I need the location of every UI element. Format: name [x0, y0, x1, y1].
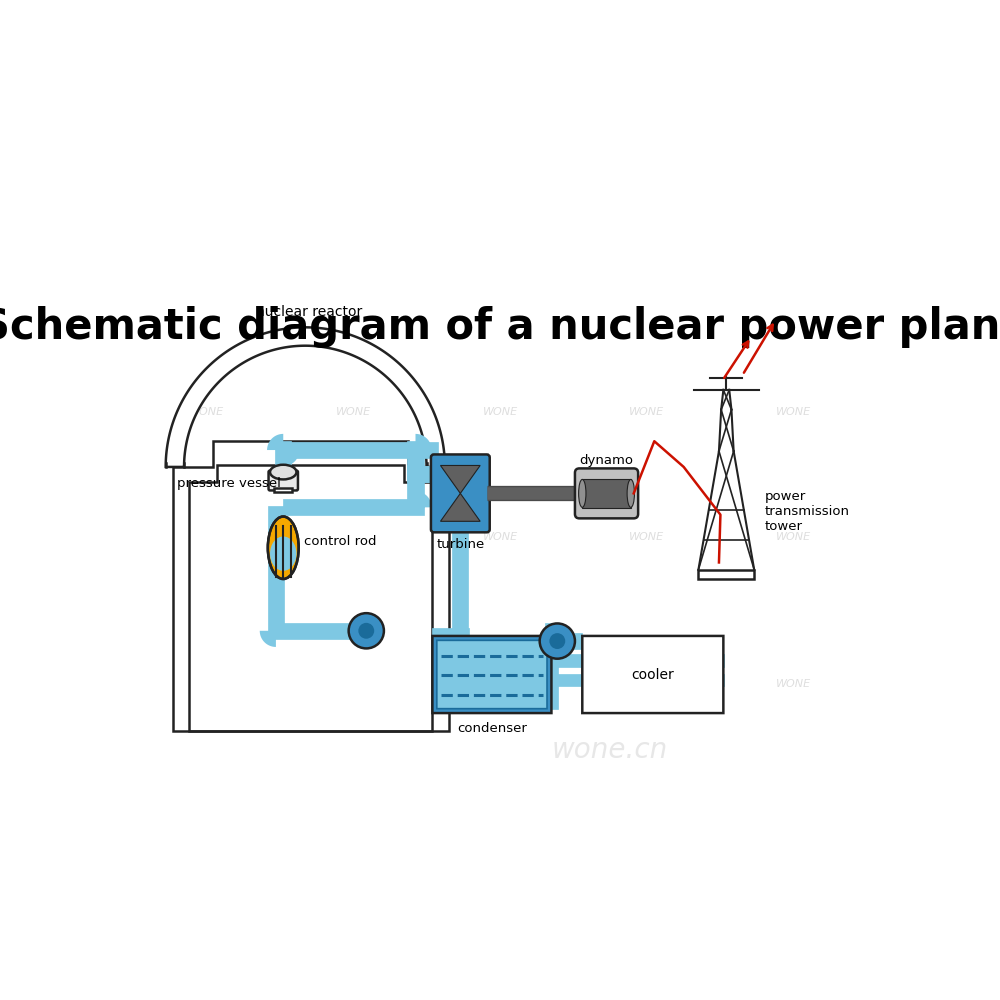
- Bar: [407, 441, 424, 474]
- Bar: [551, 654, 724, 667]
- Bar: [545, 623, 558, 709]
- Polygon shape: [166, 327, 445, 467]
- Bar: [698, 570, 754, 579]
- Text: control rod: control rod: [304, 535, 376, 548]
- Circle shape: [540, 623, 575, 659]
- Text: dynamo: dynamo: [580, 454, 634, 467]
- Bar: [274, 488, 292, 492]
- Text: WONE: WONE: [335, 407, 371, 417]
- Text: cooler: cooler: [631, 668, 674, 682]
- Polygon shape: [416, 491, 432, 507]
- Ellipse shape: [270, 465, 296, 479]
- FancyBboxPatch shape: [432, 636, 551, 713]
- Polygon shape: [267, 434, 283, 450]
- Text: WONE: WONE: [629, 679, 665, 689]
- Text: WONE: WONE: [335, 679, 371, 689]
- Text: WONE: WONE: [629, 407, 665, 417]
- Text: WONE: WONE: [629, 532, 665, 542]
- Bar: [452, 529, 468, 636]
- Polygon shape: [260, 631, 276, 647]
- Text: condenser: condenser: [457, 722, 527, 735]
- Text: WONE: WONE: [482, 532, 518, 542]
- FancyBboxPatch shape: [575, 468, 638, 518]
- Bar: [407, 466, 445, 482]
- Circle shape: [358, 623, 374, 639]
- Text: WONE: WONE: [776, 407, 811, 417]
- Polygon shape: [440, 493, 480, 521]
- Bar: [407, 442, 438, 458]
- Bar: [571, 633, 582, 649]
- Text: pressure vessel: pressure vessel: [177, 477, 281, 490]
- Text: power
transmission
tower: power transmission tower: [765, 490, 850, 533]
- Text: WONE: WONE: [776, 532, 811, 542]
- Polygon shape: [283, 450, 299, 466]
- Text: WONE: WONE: [189, 679, 224, 689]
- Text: WONE: WONE: [482, 407, 518, 417]
- Text: WONE: WONE: [335, 532, 371, 542]
- Bar: [551, 674, 724, 686]
- Polygon shape: [440, 465, 480, 493]
- Text: WONE: WONE: [189, 407, 224, 417]
- Bar: [275, 441, 291, 472]
- Text: WONE: WONE: [189, 532, 224, 542]
- Text: nuclear reactor: nuclear reactor: [256, 305, 362, 319]
- FancyBboxPatch shape: [431, 454, 490, 532]
- Circle shape: [549, 633, 565, 649]
- Bar: [276, 442, 416, 458]
- Bar: [424, 466, 443, 482]
- Bar: [269, 623, 368, 639]
- Text: WONE: WONE: [776, 679, 811, 689]
- Text: Schematic diagram of a nuclear power plant: Schematic diagram of a nuclear power pla…: [0, 306, 1000, 348]
- Text: WONE: WONE: [482, 679, 518, 689]
- Polygon shape: [460, 636, 476, 652]
- Bar: [268, 506, 284, 631]
- Ellipse shape: [268, 517, 299, 579]
- Bar: [582, 479, 631, 508]
- Bar: [407, 465, 424, 507]
- Ellipse shape: [579, 479, 586, 507]
- FancyBboxPatch shape: [269, 471, 298, 490]
- Polygon shape: [173, 441, 449, 731]
- Ellipse shape: [270, 536, 296, 571]
- Bar: [283, 499, 424, 515]
- Polygon shape: [416, 434, 432, 450]
- FancyBboxPatch shape: [437, 640, 547, 709]
- FancyBboxPatch shape: [582, 636, 723, 713]
- Text: turbine: turbine: [436, 538, 484, 551]
- Bar: [432, 628, 469, 644]
- Bar: [540, 633, 571, 649]
- Ellipse shape: [627, 479, 634, 507]
- Circle shape: [349, 613, 384, 648]
- Text: wone.cn: wone.cn: [552, 736, 668, 764]
- Bar: [435, 465, 451, 493]
